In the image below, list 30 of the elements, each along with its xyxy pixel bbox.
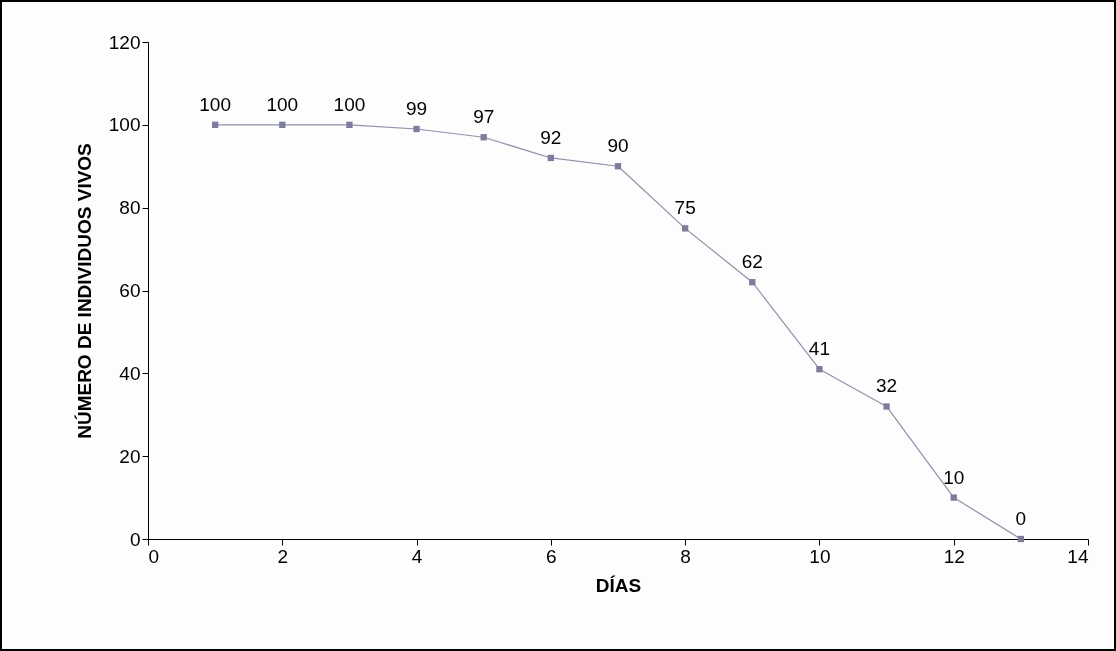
x-tick-label: 10 xyxy=(809,545,831,567)
y-tick-label: 40 xyxy=(119,362,141,384)
data-label: 100 xyxy=(333,93,366,115)
data-label: 90 xyxy=(607,135,629,157)
x-tick-label: 6 xyxy=(546,545,557,567)
data-label: 32 xyxy=(876,375,898,397)
data-label: 41 xyxy=(808,338,830,360)
data-label: 62 xyxy=(741,251,763,273)
x-tick-label: 4 xyxy=(411,545,423,567)
data-label: 0 xyxy=(1015,508,1027,529)
x-tick-label: 8 xyxy=(680,545,691,567)
y-axis-title: NÚMERO DE INDIVIDUOS VIVOS xyxy=(73,143,95,439)
data-label: 10 xyxy=(943,466,965,488)
data-label: 75 xyxy=(674,197,696,219)
x-axis-title: DÍAS xyxy=(595,574,642,596)
data-label: 100 xyxy=(199,93,231,115)
x-tick-label: 0 xyxy=(148,545,160,567)
y-tick-label: 80 xyxy=(119,197,141,219)
x-tick-label: 2 xyxy=(277,545,289,567)
y-tick-label: 0 xyxy=(129,528,141,550)
data-label: 97 xyxy=(473,106,495,128)
y-tick-label: 100 xyxy=(108,114,141,136)
x-tick-label: 12 xyxy=(943,545,965,567)
data-label: 99 xyxy=(406,97,428,119)
y-tick-label: 120 xyxy=(108,31,141,53)
data-label: 92 xyxy=(540,126,562,148)
data-label: 100 xyxy=(266,93,299,115)
x-tick-label: 14 xyxy=(1067,545,1089,567)
y-tick-label: 60 xyxy=(119,280,141,301)
y-tick-label: 20 xyxy=(119,445,141,467)
